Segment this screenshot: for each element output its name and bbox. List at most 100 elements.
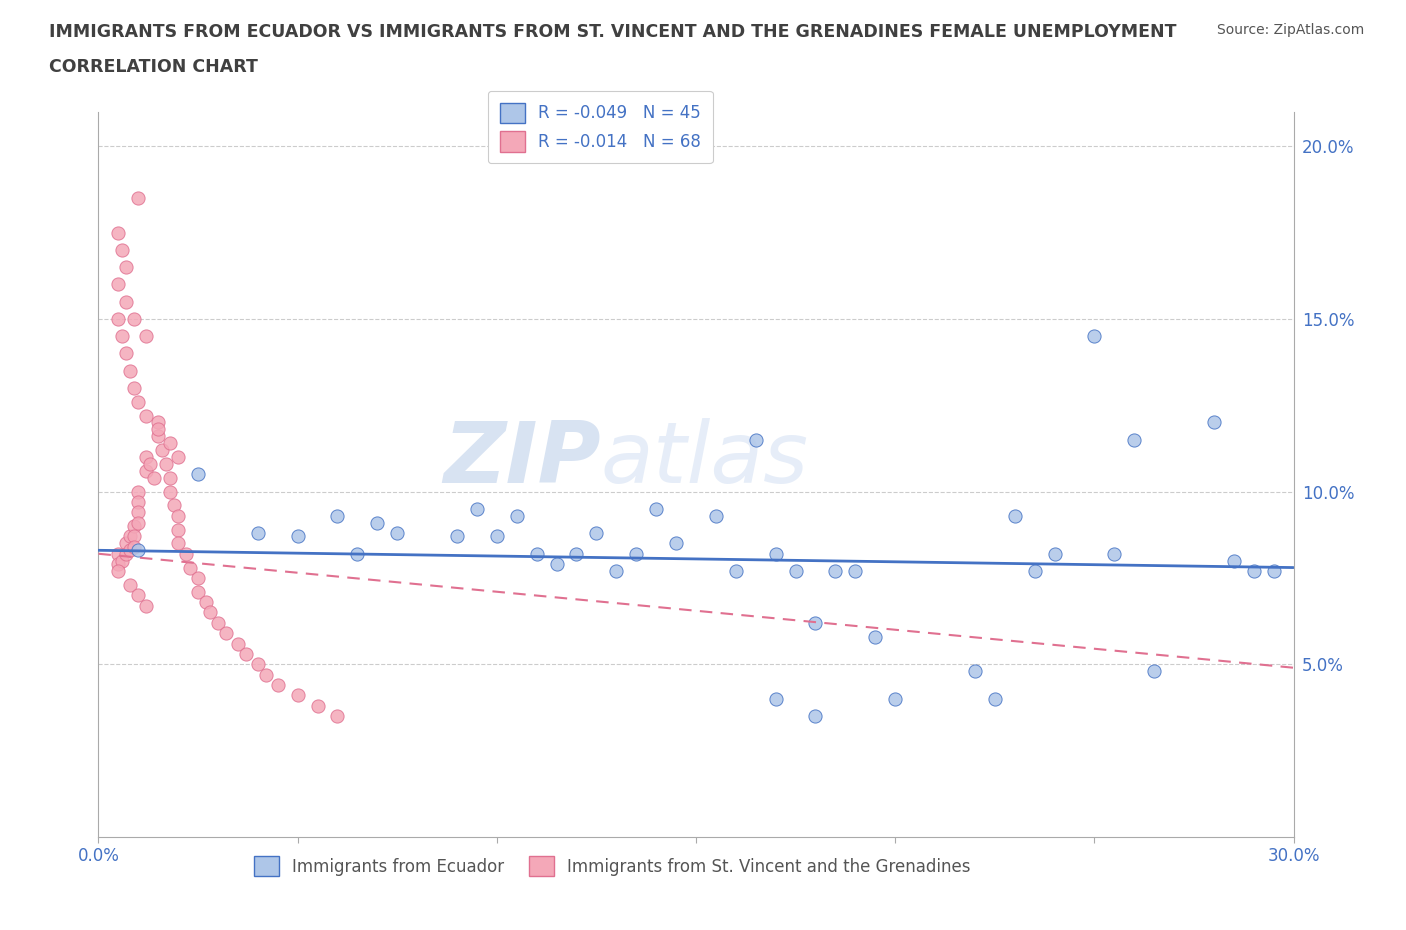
Point xyxy=(148,422,170,437)
Point xyxy=(107,557,129,572)
Point xyxy=(187,467,209,482)
Point xyxy=(207,616,229,631)
Point xyxy=(605,564,627,578)
Point xyxy=(115,294,138,309)
Point xyxy=(135,408,157,423)
Point xyxy=(107,277,129,292)
Point xyxy=(267,678,290,693)
Point xyxy=(984,691,1007,706)
Point xyxy=(127,505,149,520)
Point xyxy=(215,626,238,641)
Legend: Immigrants from Ecuador, Immigrants from St. Vincent and the Grenadines: Immigrants from Ecuador, Immigrants from… xyxy=(247,849,977,884)
Point xyxy=(226,636,249,651)
Point xyxy=(167,509,190,524)
Point xyxy=(198,605,221,620)
Point xyxy=(824,564,846,578)
Point xyxy=(254,667,277,682)
Point xyxy=(1043,546,1066,561)
Point xyxy=(107,225,129,240)
Point xyxy=(884,691,907,706)
Point xyxy=(107,564,129,578)
Point xyxy=(124,539,146,554)
Point xyxy=(366,515,388,530)
Point xyxy=(120,364,142,379)
Point xyxy=(135,449,157,464)
Point xyxy=(865,630,887,644)
Point xyxy=(127,485,149,499)
Point xyxy=(111,243,134,258)
Point xyxy=(465,501,488,516)
Point xyxy=(124,529,146,544)
Point xyxy=(645,501,668,516)
Point xyxy=(506,509,529,524)
Point xyxy=(585,525,607,540)
Point xyxy=(148,429,170,444)
Point xyxy=(127,543,149,558)
Point xyxy=(115,259,138,274)
Point xyxy=(307,698,329,713)
Point xyxy=(1024,564,1046,578)
Point xyxy=(127,495,149,510)
Point xyxy=(235,646,257,661)
Point xyxy=(385,525,409,540)
Point xyxy=(195,594,218,609)
Point xyxy=(155,457,177,472)
Point xyxy=(187,570,209,585)
Point xyxy=(287,688,309,703)
Point xyxy=(107,312,129,326)
Point xyxy=(167,449,190,464)
Point xyxy=(115,546,138,561)
Point xyxy=(120,543,142,558)
Point xyxy=(1223,553,1246,568)
Point xyxy=(1104,546,1126,561)
Text: IMMIGRANTS FROM ECUADOR VS IMMIGRANTS FROM ST. VINCENT AND THE GRENADINES FEMALE: IMMIGRANTS FROM ECUADOR VS IMMIGRANTS FR… xyxy=(49,23,1177,41)
Point xyxy=(546,557,568,572)
Point xyxy=(804,616,827,631)
Point xyxy=(159,485,181,499)
Point xyxy=(150,443,173,458)
Point xyxy=(804,709,827,724)
Point xyxy=(287,529,309,544)
Point xyxy=(179,560,201,575)
Point xyxy=(246,525,269,540)
Point xyxy=(135,463,157,478)
Point xyxy=(159,471,181,485)
Point xyxy=(246,657,269,671)
Point xyxy=(124,380,146,395)
Point xyxy=(704,509,727,524)
Point xyxy=(111,328,134,343)
Point xyxy=(665,536,688,551)
Point xyxy=(1243,564,1265,578)
Point xyxy=(107,546,129,561)
Point xyxy=(785,564,807,578)
Point xyxy=(163,498,186,512)
Point xyxy=(120,578,142,592)
Point xyxy=(326,709,349,724)
Point xyxy=(1004,509,1026,524)
Point xyxy=(174,546,197,561)
Point xyxy=(326,509,349,524)
Point xyxy=(1202,415,1225,430)
Point xyxy=(187,584,209,599)
Point xyxy=(724,564,747,578)
Point xyxy=(120,529,142,544)
Point xyxy=(1083,328,1105,343)
Point xyxy=(135,598,157,613)
Text: atlas: atlas xyxy=(600,418,808,501)
Point xyxy=(1143,664,1166,679)
Point xyxy=(745,432,768,447)
Point xyxy=(135,328,157,343)
Point xyxy=(127,515,149,530)
Point xyxy=(167,522,190,537)
Point xyxy=(127,394,149,409)
Point xyxy=(446,529,468,544)
Point xyxy=(124,519,146,534)
Point xyxy=(167,536,190,551)
Text: Source: ZipAtlas.com: Source: ZipAtlas.com xyxy=(1216,23,1364,37)
Point xyxy=(159,436,181,451)
Point xyxy=(346,546,368,561)
Point xyxy=(115,536,138,551)
Point xyxy=(765,546,787,561)
Point xyxy=(626,546,648,561)
Point xyxy=(844,564,866,578)
